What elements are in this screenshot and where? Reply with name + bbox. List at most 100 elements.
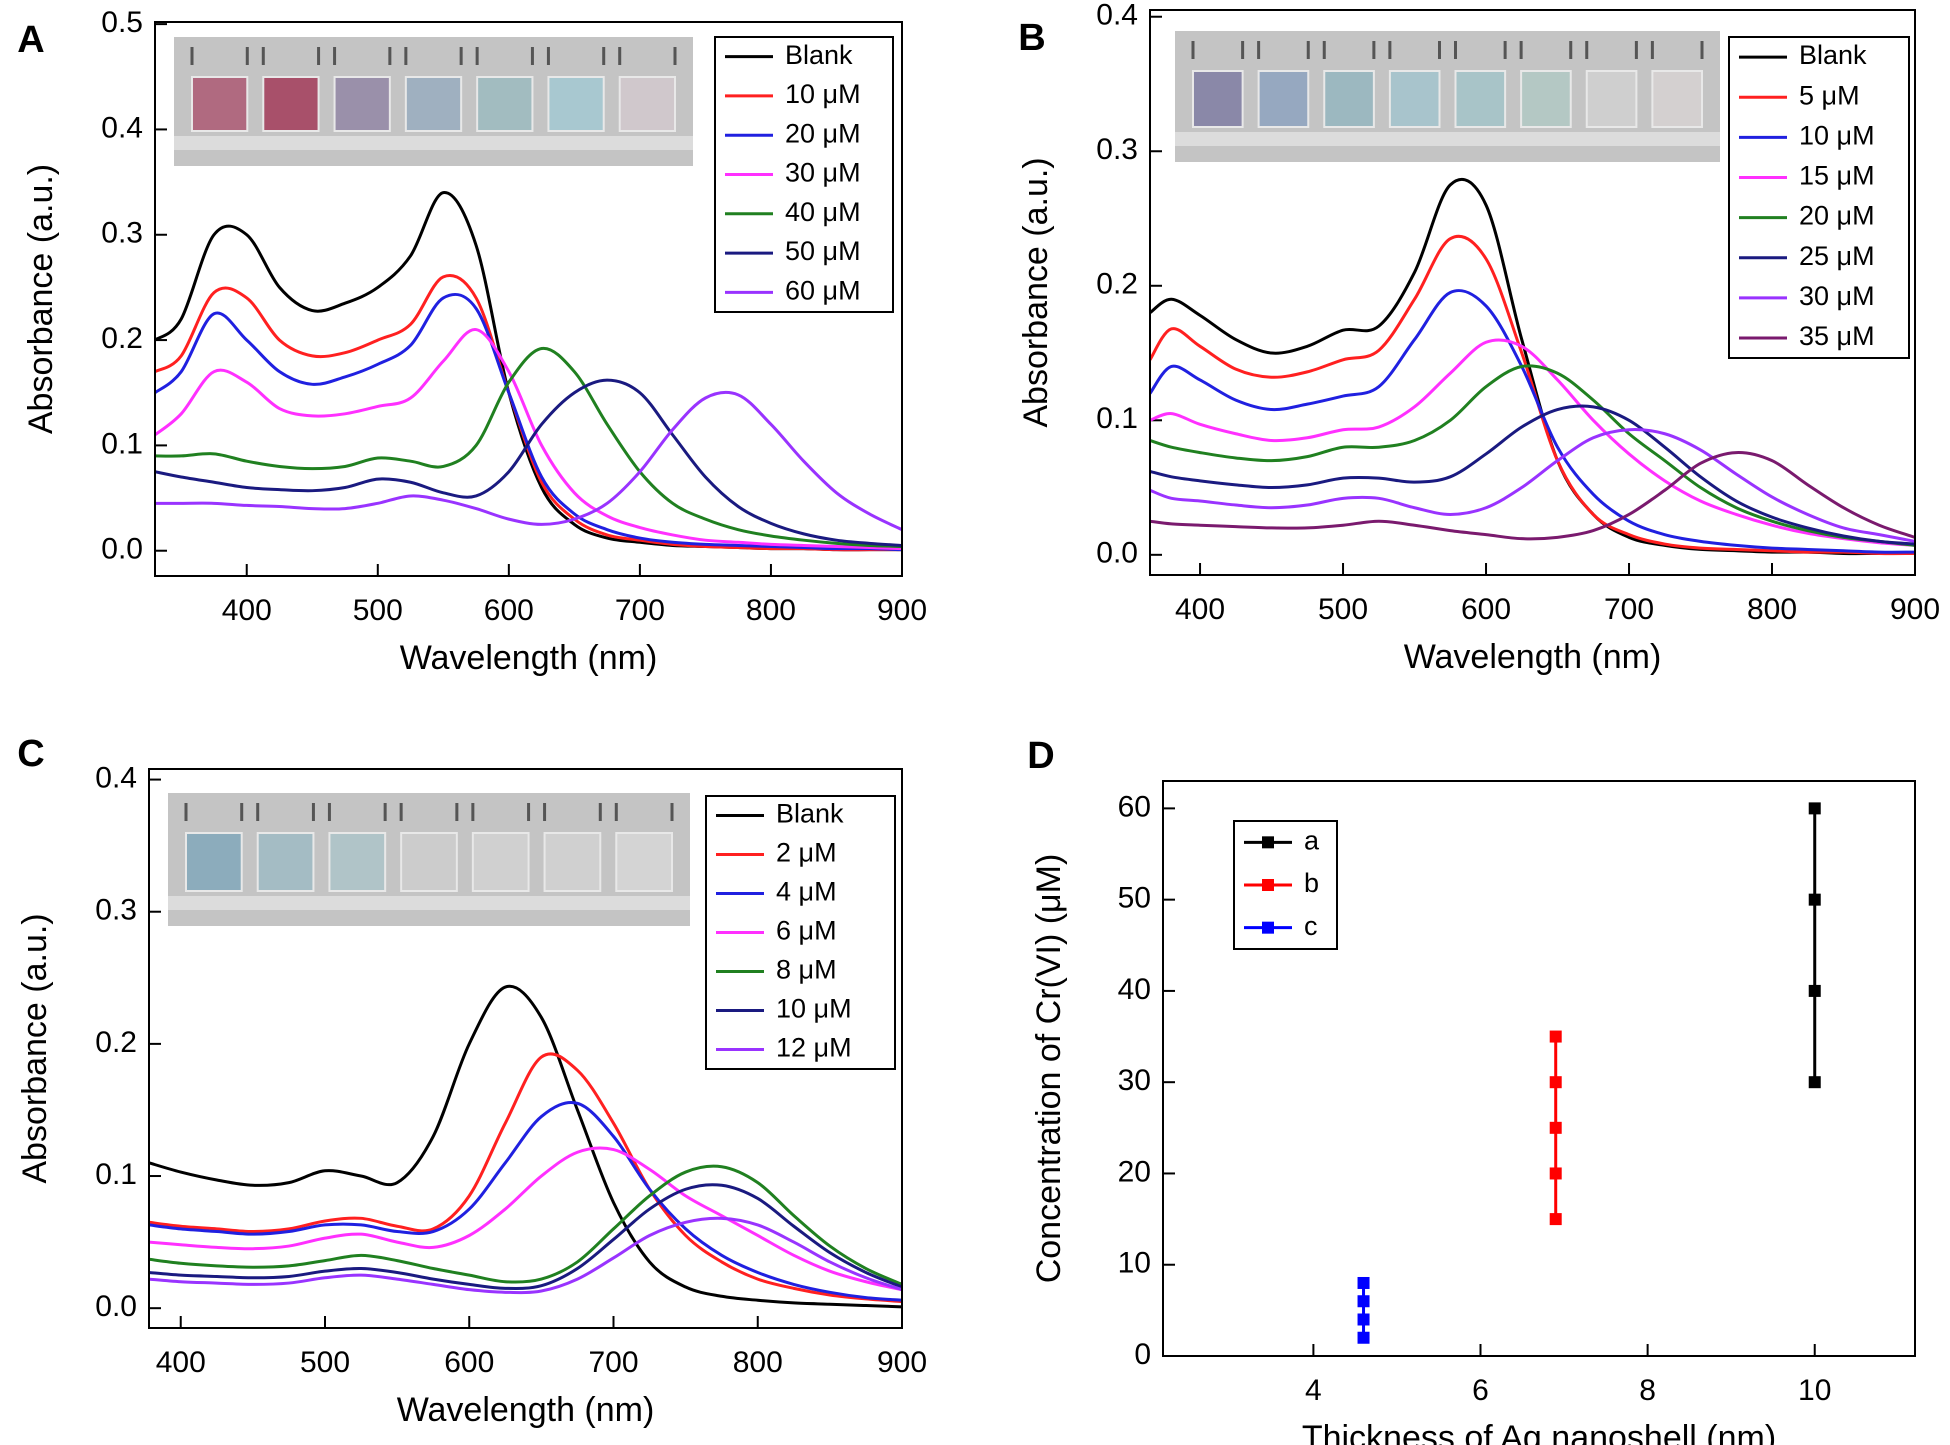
x-tick-label: 500 [1318,593,1368,626]
y-tick-label: 0.0 [101,533,143,566]
x-tick-label: 800 [733,1346,783,1379]
point [1808,802,1821,815]
panel: A 400 500 600 700 800 900 0.0 0.1 0.2 0.3 0.4 0.5 Wav… [17,6,927,677]
cuvette [543,832,602,892]
spectrum-line [1150,338,1915,547]
x-tick-label: 900 [877,594,927,627]
cuvette [404,76,463,132]
cuvette [1323,70,1375,128]
spectrum-line [1150,428,1915,543]
cuvette [471,832,530,892]
x-tick-label: 800 [746,594,796,627]
y-tick-label: 0.4 [95,761,137,794]
spectrum-line [149,1216,902,1295]
legend-label: 10 μM [785,79,861,109]
y-tick-label: 0.3 [101,217,143,250]
x-axis-label: Wavelength (nm) [1404,638,1662,676]
legend-label: 35 μM [1799,321,1875,351]
y-tick-label: 10 [1118,1247,1151,1280]
cuvette [256,832,315,892]
legend-label: Blank [785,40,853,70]
legend-label: 15 μM [1799,161,1875,191]
y-tick-label: 50 [1118,882,1151,915]
inset-shelf [174,136,693,150]
point [1549,1030,1562,1043]
y-axis-label: Absorbance (a.u.) [22,164,60,434]
spectrum-line [149,1164,902,1286]
spectrum-line [155,390,902,532]
legend-label: 25 μM [1799,241,1875,271]
y-tick-label: 0.2 [95,1026,137,1059]
legend-label: c [1304,911,1318,941]
x-axis-label: Wavelength (nm) [397,1391,655,1429]
x-tick-label: 400 [222,594,272,627]
y-axis-label: Absorbance (a.u.) [16,913,54,1183]
spectrum-line [1150,404,1915,546]
point [1808,893,1821,906]
cuvette [333,76,391,132]
point [1808,1076,1821,1089]
legend-marker [1262,921,1274,934]
axes-frame [148,768,903,1329]
x-tick-label: 10 [1798,1374,1831,1407]
axes-frame [1162,780,1916,1357]
y-tick-label: 0.4 [101,111,143,144]
spectrum-line [1150,234,1915,556]
x-tick-label: 500 [353,594,403,627]
cuvette [547,76,605,132]
y-tick-label: 40 [1118,973,1151,1006]
legend-marker [1262,879,1274,891]
legend-label: 10 μM [776,994,852,1024]
point [1549,1076,1562,1089]
spectrum-line [149,984,902,1309]
point [1357,1331,1370,1344]
legend-label: 10 μM [1799,120,1875,150]
y-tick-label: 0.5 [101,6,143,39]
x-axis-label: Wavelength (nm) [400,639,658,677]
cuvette [191,76,249,132]
x-tick-label: 8 [1639,1374,1656,1407]
legend-label: b [1304,868,1319,898]
spectrum-line [1150,364,1915,547]
point [1357,1295,1370,1308]
legend-label: 20 μM [1799,201,1875,231]
legend-marker [1262,836,1274,849]
legend-label: 40 μM [785,197,861,227]
cuvette [618,76,677,132]
legend-label: 20 μM [785,118,861,148]
panel: B 400 500 600 700 800 900 0.0 0.1 0.2 0.3 0.4 Wavele… [1017,0,1940,676]
cuvette [1520,70,1572,128]
y-tick-label: 30 [1118,1064,1151,1097]
x-tick-label: 600 [484,594,534,627]
y-tick-label: 0.3 [1096,133,1138,166]
spectrum-line [155,292,902,552]
cuvette [1388,70,1441,128]
inset-shelf [1175,132,1720,146]
spectrum-line [149,1183,902,1290]
x-tick-label: 700 [1604,593,1654,626]
legend-box [1728,36,1910,359]
panel-label: B [1018,17,1045,59]
inset-shelf [168,896,690,910]
spectrum-line [155,378,902,547]
x-tick-label: 4 [1305,1374,1322,1407]
legend-label: 50 μM [785,236,861,266]
y-axis-label: Concentration of Cr(VI) (μM) [1030,854,1068,1284]
legend-label: 60 μM [785,275,861,305]
spectrum-line [149,1146,902,1292]
legend-label: 5 μM [1799,80,1860,110]
legend-label: 30 μM [785,158,861,188]
x-tick-label: 700 [588,1346,638,1379]
legend-label: 2 μM [776,838,837,868]
spectrum-line [155,346,902,549]
legend-label: 6 μM [776,916,837,946]
legend-label: 12 μM [776,1033,852,1063]
y-tick-label: 20 [1118,1155,1151,1188]
panel: D 4 6 8 10 0 10 20 30 40 50 60 Thickness of Ag nanos… [1027,735,1916,1445]
point [1357,1313,1370,1326]
point [1357,1276,1370,1289]
y-tick-label: 0.0 [1096,537,1138,570]
x-tick-label: 700 [615,594,665,627]
x-tick-label: 600 [444,1346,494,1379]
cuvette [185,832,243,892]
